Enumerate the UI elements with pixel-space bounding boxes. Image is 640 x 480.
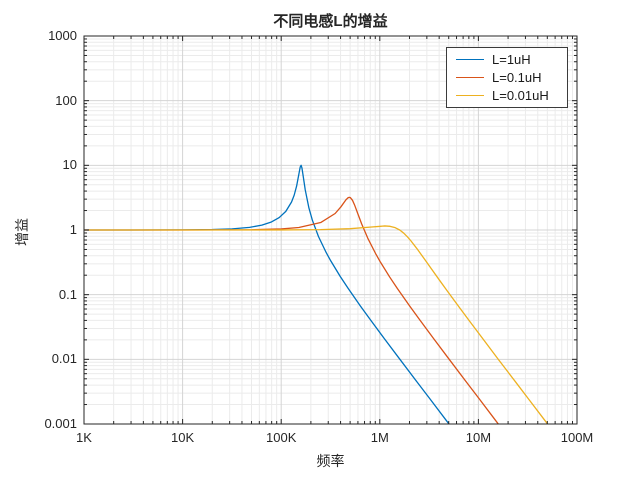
legend-entry-2: L=0.1uH	[447, 69, 567, 87]
chart-title: 不同电感L的增益	[273, 13, 388, 30]
legend-entry-3: L=0.01uH	[447, 86, 567, 104]
x-tick-label: 10M	[465, 430, 492, 445]
data-curves	[84, 164, 549, 424]
legend: L=1uH L=0.1uH L=0.01uH	[446, 47, 568, 108]
legend-line-sample-yellow	[456, 94, 484, 96]
legend-label: L=0.1uH	[492, 70, 542, 85]
x-tick-label: 1K	[76, 430, 92, 445]
y-tick-label: 100	[55, 92, 77, 108]
curve-L=0.01uH	[84, 225, 549, 424]
x-tick-label: 1M	[370, 430, 389, 445]
y-tick-label: 10	[62, 157, 77, 173]
major-gridlines	[84, 36, 577, 424]
curve-L=0.1uH	[84, 196, 500, 424]
legend-label: L=1uH	[492, 52, 531, 68]
y-tick-label: 0.1	[58, 286, 77, 302]
x-tick-label: 100K	[266, 430, 297, 445]
curve-L=1uH	[84, 164, 450, 424]
x-tick-label: 10K	[171, 430, 195, 445]
legend-label: L=0.01uH	[492, 87, 549, 103]
x-axis-label: 频率	[316, 453, 345, 469]
y-tick-label: 0.01	[51, 351, 77, 367]
y-tick-label: 0.001	[44, 416, 77, 431]
legend-line-sample-orange	[456, 77, 484, 78]
y-axis-label: 增益	[14, 218, 30, 246]
x-tick-label: 100M	[560, 430, 594, 445]
legend-line-sample-blue	[456, 59, 484, 61]
y-tick-label: 1000	[48, 28, 77, 43]
legend-entry-1: L=1uH	[447, 51, 567, 69]
y-tick-label: 1	[69, 222, 77, 237]
tick-marks	[83, 35, 578, 425]
